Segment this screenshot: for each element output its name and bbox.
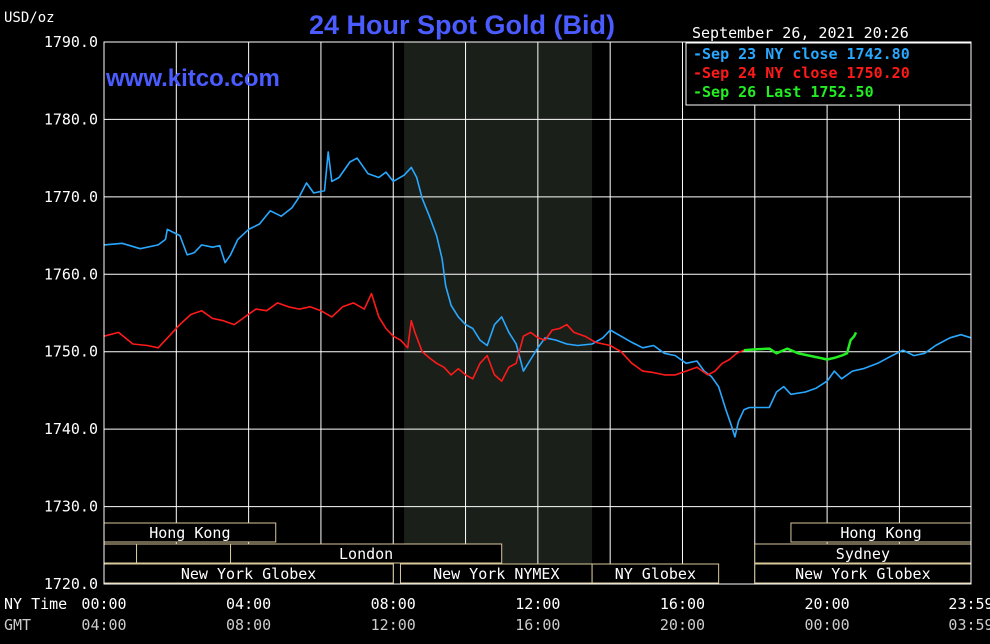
x-tick-ny: 20:00 [805,595,850,613]
session-label: Hong Kong [149,524,230,542]
y-tick-label: 1740.0 [44,420,98,438]
x-tick-ny: 16:00 [660,595,705,613]
series-lines [103,151,972,438]
legend-entry: -Sep 23 NY close 1742.80 [693,45,910,63]
website-label: www.kitco.com [105,65,280,92]
session-bar [136,543,232,564]
session-bar [103,543,138,564]
y-axis-unit: USD/oz [4,10,55,26]
y-tick-label: 1750.0 [44,343,98,361]
session-label: New York NYMEX [433,565,559,583]
y-tick-label: 1790.0 [44,33,98,51]
y-axis-ticks: 1720.0 1730.0 1740.0 1750.0 1760.0 1770.0 1780… [44,33,98,593]
y-tick-label: 1760.0 [44,265,98,283]
gmt-label: GMT [4,616,31,634]
x-tick-gmt: 04:00 [81,616,126,634]
session-bar [591,563,720,584]
legend-entry: -Sep 26 Last 1752.50 [693,83,874,101]
session-bar [230,543,503,564]
session-label: London [339,545,393,563]
legend: -Sep 23 NY close 1742.80-Sep 24 NY close… [693,45,910,101]
nymex-session-shade [404,42,593,584]
series-line [103,292,745,382]
x-tick-ny: 12:00 [515,595,560,613]
session-label: New York Globex [181,565,316,583]
series-line [103,151,972,438]
session-label: NY Globex [615,565,696,583]
timestamp: September 26, 2021 20:26 [692,24,909,42]
x-tick-ny: 04:00 [226,595,271,613]
plot-border [103,41,972,585]
chart-title: 24 Hour Spot Gold (Bid) [309,10,615,40]
x-axis-ticks: 00:00 04:00 04:00 08:00 08:00 12:00 12:00 16:00… [81,595,990,634]
x-tick-gmt: 12:00 [371,616,416,634]
session-label: Hong Kong [840,524,921,542]
x-tick-gmt: 16:00 [515,616,560,634]
y-tick-label: 1720.0 [44,575,98,593]
market-sessions: Hong Kong Hong Kong London Sydney New York G… [103,522,972,584]
x-tick-gmt: 00:00 [805,616,850,634]
x-tick-gmt: 20:00 [660,616,705,634]
series-line [743,331,858,361]
x-tick-gmt: 03:59 [948,616,990,634]
y-tick-label: 1730.0 [44,498,98,516]
x-tick-ny: 08:00 [371,595,416,613]
y-tick-label: 1780.0 [44,110,98,128]
legend-entry: -Sep 24 NY close 1750.20 [693,64,910,82]
ny-time-label: NY Time [4,595,67,613]
session-label: New York Globex [795,565,930,583]
x-tick-ny: 00:00 [81,595,126,613]
session-label: Sydney [836,545,890,563]
x-tick-gmt: 08:00 [226,616,271,634]
y-tick-label: 1770.0 [44,188,98,206]
legend-box [685,42,972,106]
x-tick-ny: 23:59 [948,595,990,613]
